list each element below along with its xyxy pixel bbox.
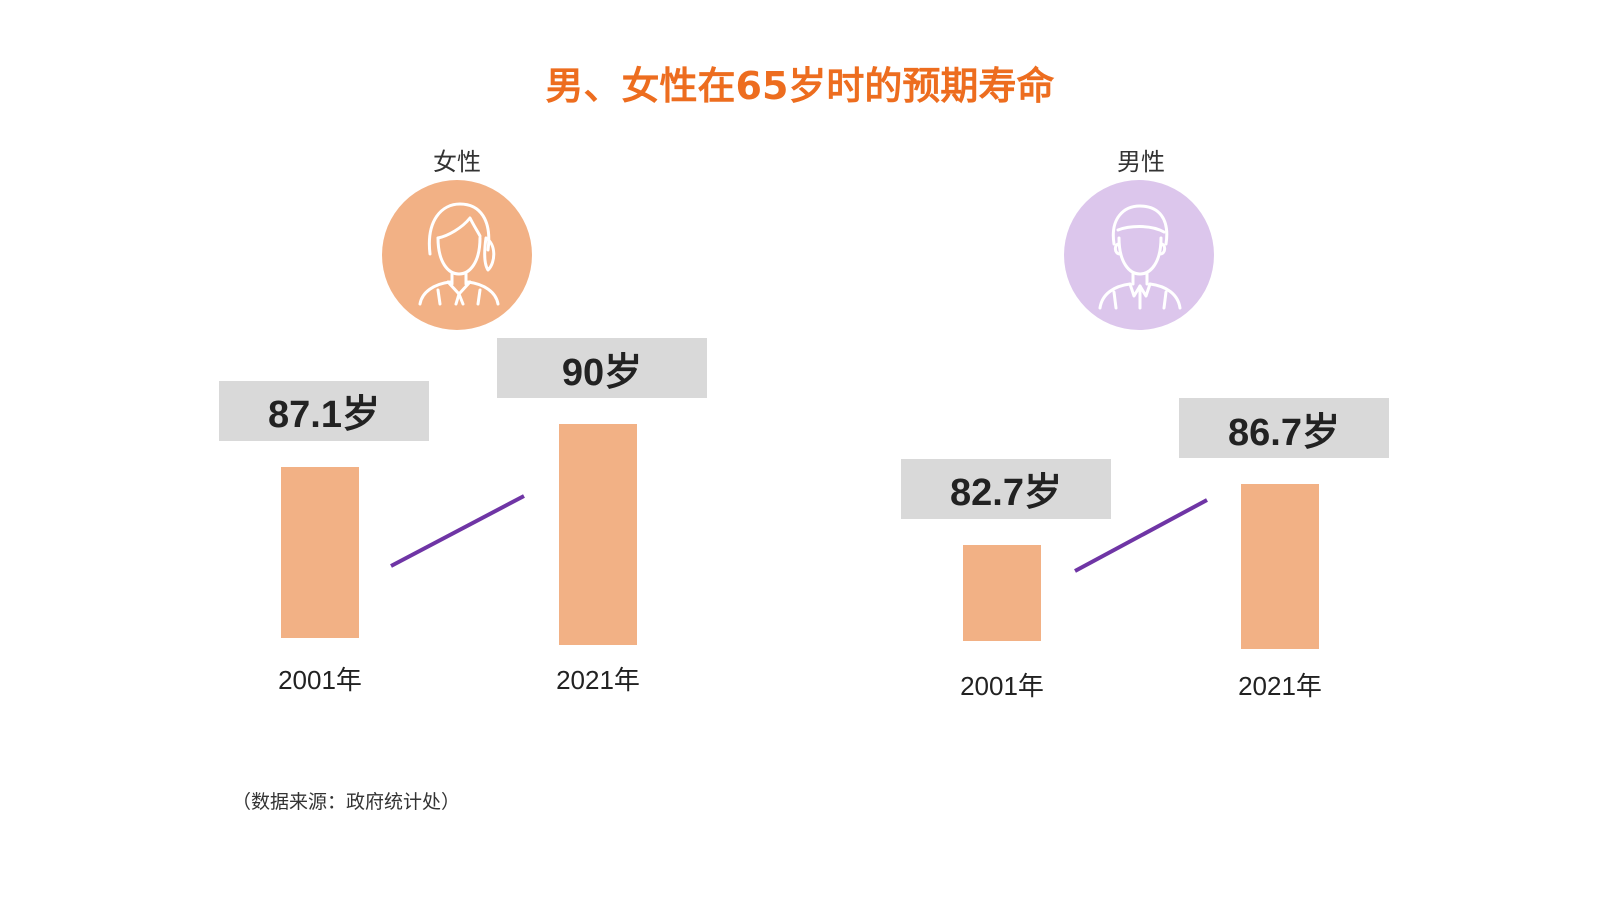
trend-line — [1074, 498, 1208, 573]
man-avatar-icon — [1064, 180, 1214, 330]
bar-female-1 — [559, 424, 637, 645]
bar-male-1 — [1241, 484, 1319, 649]
trend-line — [390, 494, 525, 568]
value-label-male-0: 82.7岁 — [901, 458, 1111, 519]
value-label-female-0: 87.1岁 — [219, 380, 429, 441]
data-source-note: （数据来源：政府统计处） — [232, 791, 461, 813]
year-label-female-0: 2001年 — [278, 665, 362, 695]
woman-avatar-icon — [382, 180, 532, 330]
year-label-male-0: 2001年 — [960, 671, 1044, 701]
value-label-male-1: 86.7岁 — [1179, 398, 1389, 459]
bar-male-0 — [963, 544, 1041, 641]
male-panel: 男性 82.7岁 2001年 86.7岁 2021年 — [901, 148, 1389, 701]
chart-title: 男、女性在65岁时的预期寿命 — [545, 64, 1055, 108]
panel-label-male: 男性 — [1117, 148, 1165, 176]
year-label-female-1: 2021年 — [556, 665, 640, 695]
female-panel: 女性 87.1岁 2001年 90岁 2021年 — [219, 148, 707, 695]
value-label-female-1: 90岁 — [497, 338, 707, 398]
bar-female-0 — [281, 466, 359, 638]
panel-label-female: 女性 — [433, 148, 481, 176]
year-label-male-1: 2021年 — [1238, 671, 1322, 701]
